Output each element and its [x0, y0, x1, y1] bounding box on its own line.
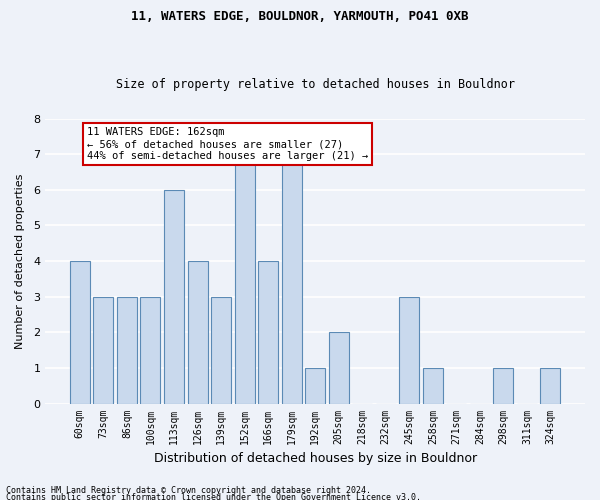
Text: Contains HM Land Registry data © Crown copyright and database right 2024.: Contains HM Land Registry data © Crown c…: [6, 486, 371, 495]
X-axis label: Distribution of detached houses by size in Bouldnor: Distribution of detached houses by size …: [154, 452, 477, 465]
Bar: [258, 261, 278, 404]
Bar: [94, 296, 113, 404]
Text: 11, WATERS EDGE, BOULDNOR, YARMOUTH, PO41 0XB: 11, WATERS EDGE, BOULDNOR, YARMOUTH, PO4…: [131, 10, 469, 23]
Text: 11 WATERS EDGE: 162sqm
← 56% of detached houses are smaller (27)
44% of semi-det: 11 WATERS EDGE: 162sqm ← 56% of detached…: [87, 128, 368, 160]
Bar: [164, 190, 184, 404]
Text: Contains public sector information licensed under the Open Government Licence v3: Contains public sector information licen…: [6, 494, 421, 500]
Bar: [235, 154, 254, 404]
Bar: [211, 296, 231, 404]
Bar: [281, 154, 302, 404]
Bar: [541, 368, 560, 404]
Y-axis label: Number of detached properties: Number of detached properties: [15, 174, 25, 348]
Bar: [399, 296, 419, 404]
Title: Size of property relative to detached houses in Bouldnor: Size of property relative to detached ho…: [116, 78, 515, 91]
Bar: [117, 296, 137, 404]
Bar: [188, 261, 208, 404]
Bar: [423, 368, 443, 404]
Bar: [305, 368, 325, 404]
Bar: [493, 368, 514, 404]
Bar: [329, 332, 349, 404]
Bar: [140, 296, 160, 404]
Bar: [70, 261, 90, 404]
